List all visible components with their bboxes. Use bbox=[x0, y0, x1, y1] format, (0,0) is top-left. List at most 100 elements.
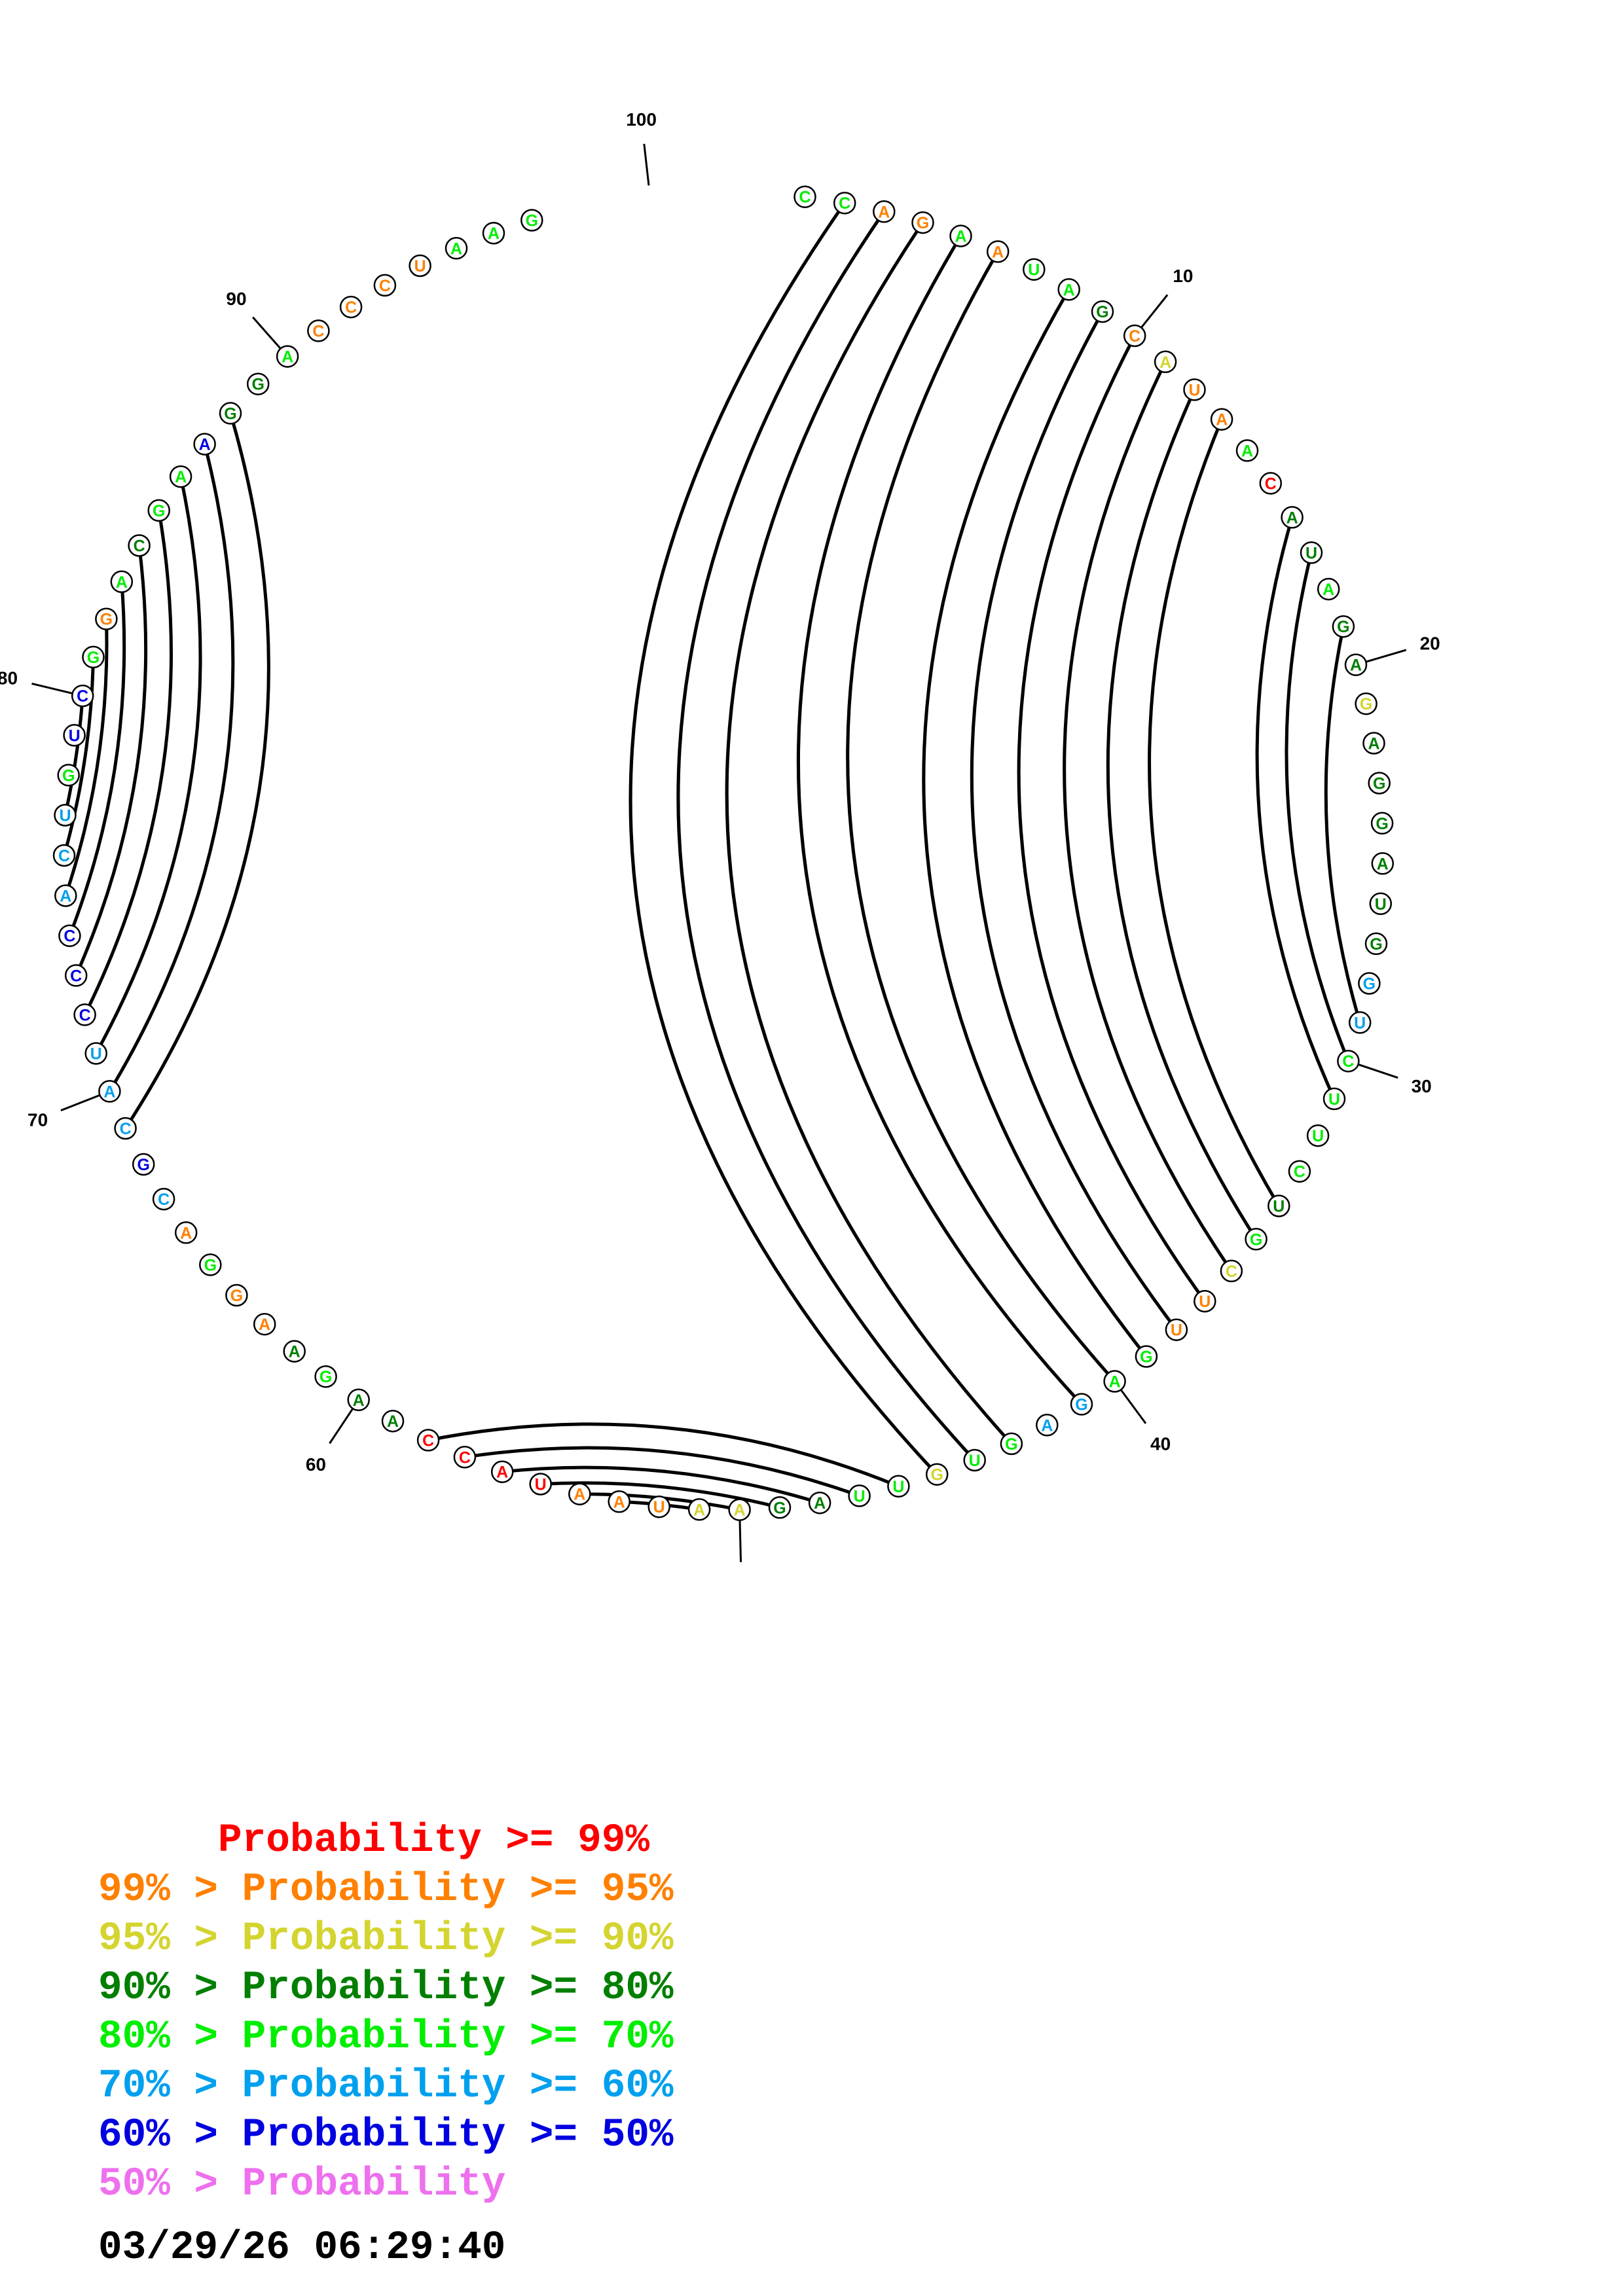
nucleotide-circle bbox=[1358, 972, 1381, 995]
base-pair-arc bbox=[1324, 626, 1362, 1024]
nucleotide-letter: C bbox=[1342, 1052, 1354, 1071]
nucleotide-circle bbox=[416, 1429, 440, 1452]
legend-entry: 95% > Probability >= 90% bbox=[98, 1916, 674, 1962]
nucleotide-circle bbox=[57, 764, 80, 787]
nucleotide-circle bbox=[1348, 1011, 1372, 1034]
nucleotide-letter: A bbox=[116, 573, 128, 592]
nucleotide-circle bbox=[768, 1496, 792, 1519]
nucleotide-circle bbox=[520, 209, 543, 232]
nucleotide-circle bbox=[1123, 324, 1146, 348]
nucleotide-letter: C bbox=[345, 298, 357, 317]
nucleotide-letter: A bbox=[175, 468, 187, 486]
nucleotide-circle bbox=[84, 1042, 107, 1065]
base-pair-arc bbox=[108, 443, 235, 1092]
nucleotide-circle bbox=[63, 724, 86, 747]
nucleotide-circle bbox=[307, 319, 330, 342]
nucleotide-circle bbox=[911, 211, 934, 234]
nucleotide-circle bbox=[1103, 1370, 1126, 1393]
nucleotide-letter: A bbox=[1322, 581, 1334, 599]
nucleotide-letter: G bbox=[1370, 935, 1382, 954]
nucleotide-circle bbox=[193, 433, 216, 456]
nucleotide-circle bbox=[608, 1490, 630, 1513]
nucleotide-letter: U bbox=[535, 1476, 547, 1494]
nucleotide-letter: A bbox=[814, 1494, 826, 1513]
nucleotide-letter: A bbox=[1286, 509, 1298, 527]
nucleotide-circle bbox=[1300, 541, 1323, 564]
nucleotide-circle bbox=[482, 221, 505, 245]
position-label: 30 bbox=[1412, 1076, 1432, 1096]
position-tick bbox=[643, 143, 650, 186]
legend-entry: 99% > Probability >= 95% bbox=[98, 1867, 674, 1912]
position-label: 70 bbox=[27, 1110, 48, 1130]
base-pair-arc bbox=[846, 251, 1116, 1383]
nucleotide-letter: C bbox=[839, 194, 850, 213]
base-pair-arc bbox=[64, 619, 109, 897]
position-label: 60 bbox=[306, 1454, 326, 1475]
nucleotide-circle bbox=[95, 607, 118, 630]
nucleotide-circle bbox=[1355, 692, 1377, 715]
base-pair-arc bbox=[922, 289, 1148, 1358]
base-pair-arc bbox=[970, 310, 1178, 1331]
nucleotide-circle bbox=[963, 1448, 986, 1472]
nucleotide-circle bbox=[1322, 1087, 1346, 1111]
nucleotide-letter: G bbox=[319, 1368, 332, 1386]
nucleotide-letter: C bbox=[422, 1431, 434, 1450]
nucleotide-circle bbox=[128, 534, 151, 557]
base-pair-arc bbox=[1017, 334, 1207, 1302]
nucleotide-letter: A bbox=[1216, 411, 1228, 429]
nucleotide-letter: A bbox=[734, 1501, 746, 1520]
nucleotide-letter: C bbox=[1294, 1163, 1305, 1181]
position-label: 10 bbox=[1173, 266, 1193, 286]
nucleotide-circle bbox=[887, 1475, 910, 1498]
nucleotide-circle bbox=[54, 884, 77, 907]
nucleotide-circle bbox=[1154, 350, 1177, 374]
base-pair-arc bbox=[68, 581, 126, 937]
nucleotide-circle bbox=[110, 570, 134, 594]
nucleotide-circle bbox=[1281, 506, 1304, 529]
nucleotide-circle bbox=[339, 295, 363, 319]
base-pair-arc bbox=[1106, 389, 1258, 1240]
probability-legend: Probability >= 99% 99% > Probability >= … bbox=[98, 1816, 674, 2209]
nucleotide-circle bbox=[568, 1482, 591, 1505]
timestamp: 03/29/26 06:29:40 bbox=[98, 2225, 506, 2270]
nucleotide-letter: G bbox=[153, 502, 165, 520]
position-tick bbox=[252, 316, 282, 350]
legend-entry: 60% > Probability >= 50% bbox=[98, 2113, 674, 2158]
nucleotide-letter: G bbox=[1250, 1230, 1262, 1249]
nucleotide-letter: C bbox=[379, 277, 391, 295]
nucleotide-letter: U bbox=[59, 807, 71, 825]
base-pair-arc bbox=[464, 1446, 860, 1498]
nucleotide-circle bbox=[1245, 1228, 1267, 1251]
nucleotide-circle bbox=[873, 200, 896, 223]
legend-entry: 50% > Probability bbox=[98, 2162, 506, 2207]
legend-entry: Probability >= 99% bbox=[98, 1818, 649, 1863]
nucleotide-circle bbox=[1220, 1259, 1243, 1283]
nucleotide-circle bbox=[1364, 932, 1388, 956]
nucleotide-letter: A bbox=[282, 348, 293, 367]
legend-entry: 90% > Probability >= 80% bbox=[98, 1965, 674, 2011]
nucleotide-letter: A bbox=[613, 1493, 625, 1511]
nucleotide-letter: U bbox=[414, 257, 426, 276]
nucleotide-circle bbox=[687, 1498, 711, 1521]
nucleotide-circle bbox=[1288, 1160, 1311, 1183]
nucleotide-letter: C bbox=[1265, 475, 1277, 493]
nucleotide-circle bbox=[73, 1003, 96, 1026]
nucleotide-circle bbox=[529, 1473, 552, 1496]
nucleotide-circle bbox=[219, 402, 242, 425]
nucleotide-circle bbox=[314, 1365, 337, 1388]
legend-entry: 80% > Probability >= 70% bbox=[98, 2015, 674, 2060]
nucleotide-letter: C bbox=[312, 322, 324, 340]
nucleotide-letter: C bbox=[70, 967, 82, 985]
nucleotide-letter: G bbox=[917, 214, 929, 232]
nucleotide-letter: G bbox=[930, 1466, 943, 1484]
nucleotide-circle bbox=[1183, 378, 1206, 401]
nucleotide-letter: U bbox=[969, 1452, 981, 1470]
nucleotide-letter: C bbox=[799, 188, 811, 207]
nucleotide-circle bbox=[283, 1340, 306, 1363]
nucleotide-circle bbox=[1165, 1318, 1188, 1341]
nucleotide-circle bbox=[728, 1498, 751, 1521]
nucleotide-circle bbox=[1368, 772, 1391, 795]
nucleotide-circle bbox=[409, 254, 431, 278]
nucleotide-letter: C bbox=[134, 537, 145, 556]
nucleotide-letter: G bbox=[62, 766, 75, 785]
